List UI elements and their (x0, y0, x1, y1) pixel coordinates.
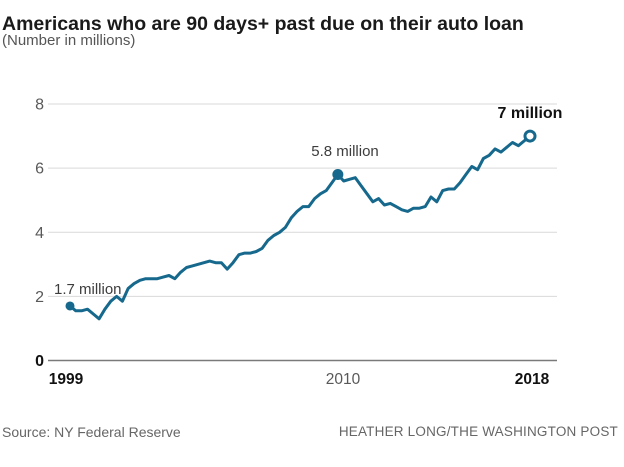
y-tick-label: 6 (35, 161, 44, 178)
x-tick-label: 1999 (49, 371, 84, 388)
y-tick-label: 2 (35, 289, 44, 306)
annotation-end-value: 7 million (497, 105, 563, 122)
credit-note: HEATHER LONG/THE WASHINGTON POST (338, 424, 618, 439)
y-tick-label: 4 (35, 225, 44, 242)
x-tick-label: 2018 (515, 371, 550, 388)
page-title: Americans who are 90 days+ past due on t… (2, 13, 524, 36)
x-tick-label: 2010 (326, 371, 361, 388)
delinquency-line (68, 134, 532, 321)
end-point-marker (523, 129, 537, 143)
y-tick-label: 8 (35, 97, 44, 114)
peak-point-marker (332, 169, 344, 181)
start-point-marker (65, 301, 75, 311)
annotation-start-value: 1.7 million (54, 281, 122, 298)
page-subtitle: (Number in millions) (2, 32, 136, 49)
annotation-peak-value: 5.8 million (311, 143, 379, 160)
source-note: Source: NY Federal Reserve (2, 424, 181, 440)
y-tick-label: 0 (35, 353, 44, 370)
